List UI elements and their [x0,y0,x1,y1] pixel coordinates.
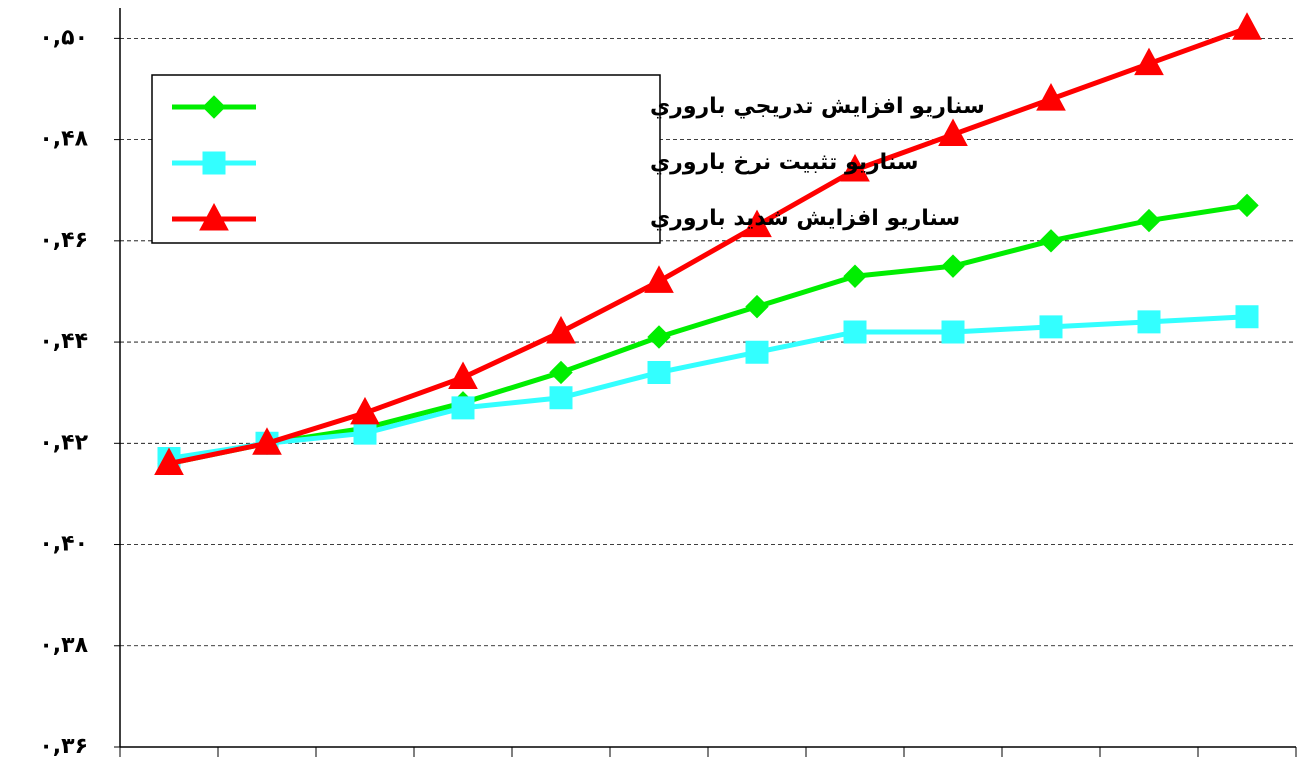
marker [644,265,674,293]
marker [1039,229,1063,253]
marker [1137,310,1161,334]
marker [941,320,965,344]
marker [843,320,867,344]
series-line [168,202,1248,466]
marker [1232,12,1262,40]
marker [647,325,671,349]
marker [451,396,475,420]
y-tick-label: ۰,۴۸ [39,127,88,152]
legend-label: سناريو تثبيت نرخ باروري [650,150,919,175]
marker [202,151,226,175]
y-tick-label: ۰,۴۰ [39,532,88,557]
marker [1235,193,1259,218]
marker [938,118,968,147]
marker [549,360,573,385]
legend-label: سناريو افزايش تدريجي باروري [650,94,985,119]
marker [941,254,965,278]
marker [647,360,671,384]
marker [154,447,184,476]
marker [745,340,769,364]
marker [1235,305,1259,329]
marker [843,264,867,288]
marker [1134,47,1164,76]
y-tick-label: ۰,۴۶ [39,228,88,253]
marker [840,153,870,182]
marker [199,202,229,231]
marker [350,396,380,425]
marker [1137,208,1161,233]
marker [546,315,576,344]
marker [448,361,478,389]
y-tick-label: ۰,۴۲ [39,430,88,455]
y-tick-label: ۰,۴۴ [39,329,88,354]
marker [549,386,573,410]
y-tick-label: ۰,۵۰ [39,25,88,50]
y-tick-label: ۰,۳۸ [39,633,88,658]
marker [742,209,772,238]
marker [202,95,226,119]
legend: سناريو افزايش تدريجي باروري سناريو تثبيت … [151,74,985,244]
marker [353,421,377,445]
series-line [168,314,1248,461]
marker [252,427,282,455]
series-line [168,25,1248,466]
marker [1036,83,1066,111]
marker [1039,315,1063,339]
marker [745,294,769,319]
legend-box [151,74,661,244]
legend-label: سناريو افزايش شديد باروري [650,206,960,231]
y-tick-label: ۰,۳۶ [39,734,88,759]
